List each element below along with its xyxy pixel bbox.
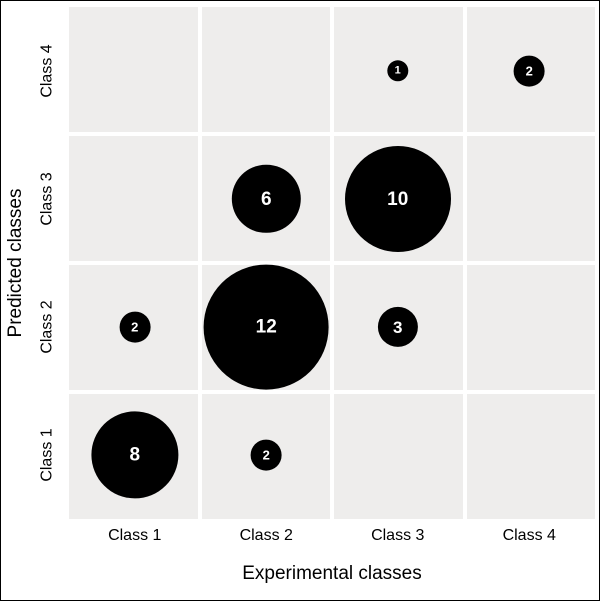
bubble: 8	[91, 411, 179, 499]
bubble-layer: 8 2 2 12 3 6 10 1 2	[69, 7, 595, 519]
x-axis-title: Experimental classes	[242, 563, 422, 584]
bubble: 12	[203, 264, 329, 390]
bubble: 2	[250, 439, 282, 471]
panel-cell	[466, 136, 595, 261]
y-axis-title: Predicted classes	[5, 188, 26, 338]
y-tick-label: Class 1	[39, 428, 57, 482]
bubble: 2	[119, 311, 151, 343]
bubble: 3	[377, 306, 418, 348]
y-tick-label: Class 2	[39, 300, 57, 354]
y-tick-label: Class 4	[39, 44, 57, 98]
y-axis-tick-labels: Class 4 Class 3 Class 2 Class 1	[31, 7, 65, 519]
panel-cell	[69, 136, 198, 261]
x-tick-label: Class 1	[108, 527, 162, 544]
panel-cell	[334, 394, 463, 519]
panel-cell	[69, 7, 198, 132]
y-tick-label: Class 3	[39, 172, 57, 226]
panel-cell	[466, 265, 595, 390]
x-tick-label: Class 2	[239, 527, 293, 544]
panel-cell	[466, 394, 595, 519]
bubble: 1	[387, 60, 409, 82]
panel-cell	[201, 7, 330, 132]
x-axis-tick-labels: Class 1 Class 2 Class 3 Class 4	[69, 527, 595, 551]
x-tick-label: Class 3	[371, 527, 425, 544]
bubble: 2	[513, 55, 545, 87]
bubble: 6	[232, 164, 301, 234]
bubble: 10	[344, 146, 451, 252]
x-tick-label: Class 4	[502, 527, 556, 544]
